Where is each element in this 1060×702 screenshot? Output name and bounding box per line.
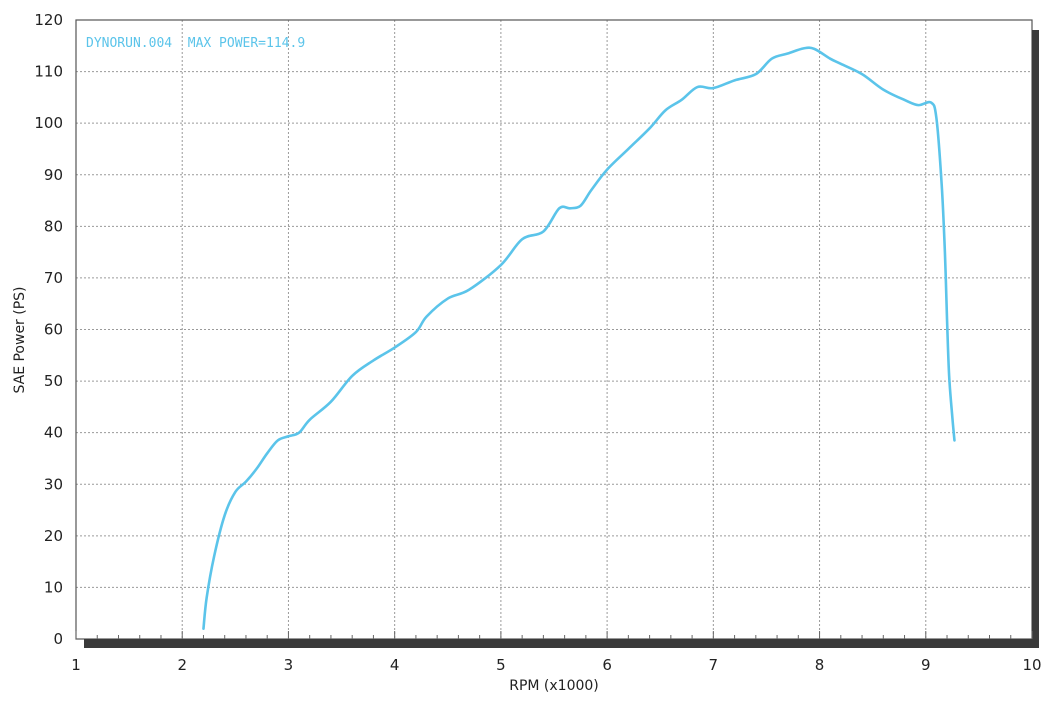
- y-tick-label: 40: [44, 424, 63, 442]
- x-tick-label: 8: [815, 656, 825, 674]
- y-tick-label: 50: [44, 372, 63, 390]
- y-axis-title: SAE Power (PS): [12, 286, 28, 393]
- minor-ticks: [75, 631, 1033, 639]
- x-tick-label: 2: [177, 656, 187, 674]
- x-tick-labels: 1 2 3 4 5 6 7 8 9 10: [71, 656, 1041, 674]
- power-curve-line: [202, 46, 956, 630]
- y-tick-label: 0: [53, 630, 63, 648]
- x-axis-title: RPM (x1000): [509, 678, 599, 694]
- y-tick-label: 90: [44, 166, 63, 184]
- x-tick-label: 1: [71, 656, 81, 674]
- x-tick-label: 9: [921, 656, 931, 674]
- x-tick-label: 5: [496, 656, 506, 674]
- x-tick-label: 3: [284, 656, 294, 674]
- y-tick-label: 10: [44, 578, 63, 596]
- x-tick-label: 4: [390, 656, 400, 674]
- y-tick-label: 70: [44, 269, 63, 287]
- y-tick-label: 80: [44, 217, 63, 235]
- y-tick-label: 20: [44, 527, 63, 545]
- x-tick-label: 6: [602, 656, 612, 674]
- y-tick-label: 60: [44, 321, 63, 339]
- y-tick-label: 110: [34, 63, 63, 81]
- x-tick-label: 7: [709, 656, 719, 674]
- series-layer: [202, 46, 956, 630]
- x-tick-label: 10: [1022, 656, 1041, 674]
- plot-right-edge-band: [1032, 30, 1039, 644]
- y-tick-label: 120: [34, 11, 63, 29]
- y-tick-label: 30: [44, 475, 63, 493]
- dyno-run-annotation: DYNORUN.004 MAX POWER=114.9: [86, 36, 305, 51]
- y-tick-label: 100: [34, 114, 63, 132]
- plot-baseline-band: [84, 639, 1039, 648]
- grid-lines: [76, 20, 1032, 639]
- y-tick-labels: 0 10 20 30 40 50 60 70 80 90 100 110 120: [34, 11, 63, 648]
